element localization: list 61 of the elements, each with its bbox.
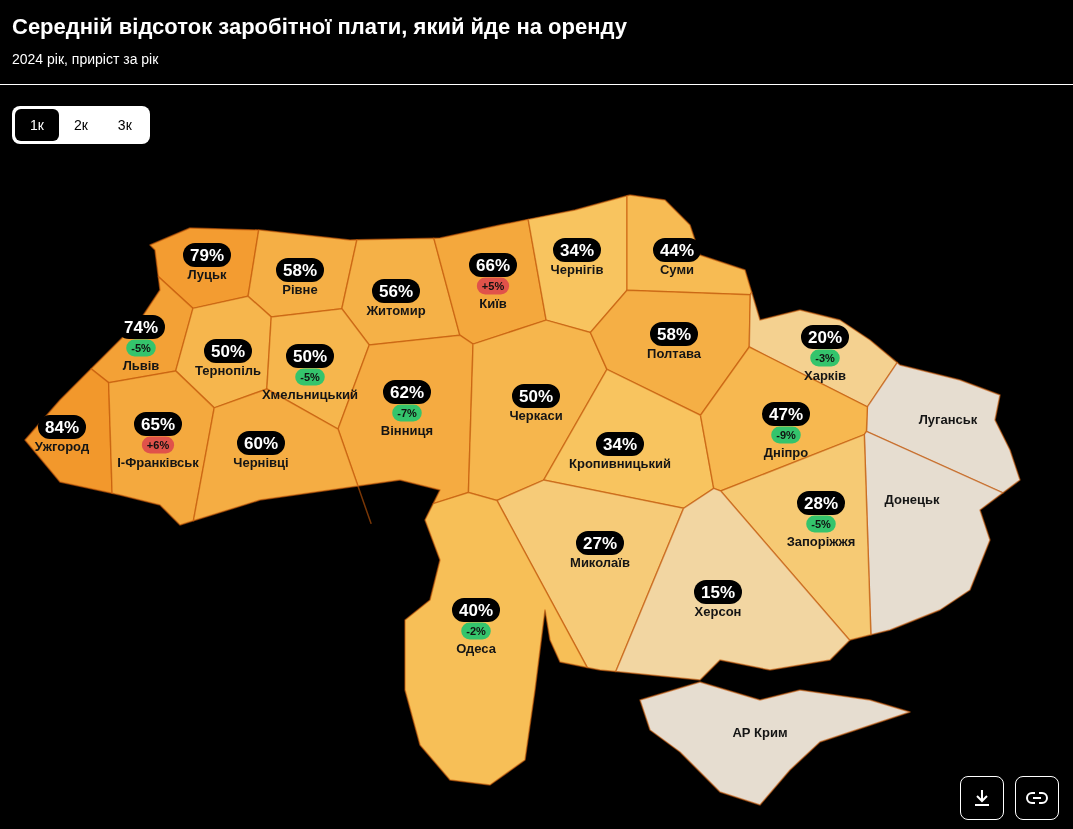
category-label: Чернівці <box>233 454 289 470</box>
category-label: Київ <box>479 295 507 311</box>
data-label: -5% <box>300 371 320 384</box>
data-label: 20% <box>807 327 843 347</box>
data-label: 47% <box>768 404 804 424</box>
category-label: АР Крим <box>732 724 788 740</box>
data-label: 56% <box>378 281 414 301</box>
data-label: 50% <box>210 341 246 361</box>
data-label: 62% <box>389 382 425 402</box>
category-label: Дніпро <box>763 444 809 460</box>
category-label: Вінниця <box>380 422 434 438</box>
text: 1к <box>15 109 59 141</box>
data-label: 66% <box>475 255 511 275</box>
data-label: 65% <box>140 414 176 434</box>
data-label: +6% <box>146 439 170 452</box>
category-label: Донецьк <box>884 491 940 507</box>
data-label: 79% <box>189 245 225 265</box>
category-label: Чернігів <box>550 261 604 277</box>
data-label: 44% <box>659 240 695 260</box>
category-label: Миколаїв <box>570 554 630 570</box>
category-label: Хмельницький <box>261 386 359 402</box>
text: 3к <box>116 116 133 135</box>
data-label: 84% <box>44 417 80 437</box>
category-label: Луцьк <box>187 266 227 282</box>
category-label: Рівне <box>282 281 318 297</box>
data-label: 28% <box>803 493 839 513</box>
category-label: Харків <box>804 367 846 383</box>
category-label: Суми <box>659 261 695 277</box>
data-label: 34% <box>559 240 595 260</box>
data-label: -5% <box>811 518 831 531</box>
category-label: Одеса <box>456 640 497 656</box>
category-label: Львів <box>122 357 160 373</box>
data-label: 40% <box>458 600 494 620</box>
data-label: -7% <box>397 407 417 420</box>
category-label: Полтава <box>647 345 702 361</box>
data-label: -5% <box>131 342 151 355</box>
data-label: -2% <box>466 625 486 638</box>
data-label: +5% <box>481 280 505 293</box>
data-label: 58% <box>656 324 692 344</box>
data-label: -3% <box>815 352 835 365</box>
category-label: Ужгород <box>34 438 90 454</box>
data-label: -9% <box>776 429 796 442</box>
category-label: Житомир <box>365 302 426 318</box>
text: 2024 рік, приріст за рік <box>12 51 159 67</box>
category-label: Запоріжжя <box>786 533 856 549</box>
data-label: 27% <box>582 533 618 553</box>
category-label: Кропивницький <box>569 455 671 471</box>
category-label: Тернопіль <box>195 362 261 378</box>
category-label: Луганськ <box>918 411 978 427</box>
data-label: 60% <box>243 433 279 453</box>
data-label: 74% <box>123 317 159 337</box>
data-label: 34% <box>602 434 638 454</box>
data-label: 15% <box>700 582 736 602</box>
category-label: Херсон <box>694 603 742 619</box>
text: Середній відсоток заробітної плати, який йде на оренду <box>12 14 627 40</box>
text: 2к <box>72 116 89 135</box>
data-label: 58% <box>282 260 318 280</box>
category-label: Черкаси <box>509 407 563 423</box>
data-label: 50% <box>518 386 554 406</box>
category-label: І-Франківськ <box>117 454 200 470</box>
data-label: 50% <box>292 346 328 366</box>
